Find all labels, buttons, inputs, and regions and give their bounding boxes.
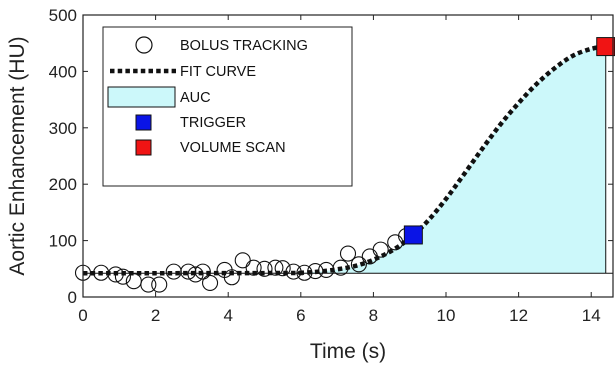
x-tick-label: 10 [437,306,456,325]
bolus-tracking-point [339,245,357,262]
trigger-marker [403,225,423,245]
plot-frame [82,14,614,298]
x-tick-label: 14 [582,306,601,325]
x-tick-label: 4 [223,306,232,325]
y-tick-label: 200 [49,175,77,194]
bolus-tracking-point [140,276,157,293]
fit-curve-line [82,44,607,276]
legend-volume-scan-symbol [135,139,152,156]
legend-trigger-symbol [135,114,152,131]
volume-scan-marker [596,37,615,57]
y-tick-label: 0 [68,288,77,307]
x-tick-label: 2 [151,306,160,325]
y-tick-label: 500 [49,6,77,25]
x-tick-label: 0 [78,306,87,325]
x-tick-label: 12 [509,306,528,325]
x-tick-label: 6 [296,306,305,325]
legend-auc-symbol [107,86,176,108]
y-tick-label: 300 [49,119,77,138]
x-tick-label: 8 [369,306,378,325]
bolus-tracking-point [296,264,313,281]
x-axis-title: Time (s) [310,340,386,363]
bolus-tracking-point [114,268,131,285]
legend-fit-curve-label: FIT CURVE [180,64,256,80]
bolus-tracking-point [234,252,251,269]
bolus-tracking-point [350,256,367,273]
legend-volume-scan-label: VOLUME SCAN [180,140,286,156]
scan-markers [403,37,615,245]
auc-area-layer [83,46,607,274]
bolus-tracking-point [274,260,291,277]
legend: BOLUS TRACKING FIT CURVE AUC TRIGGER VOL… [102,26,353,187]
axis-ticks: 0 2 4 6 8 10 12 14 0 100 200 300 400 500 [49,6,613,325]
bolus-tracking-point [223,269,240,286]
legend-auc-label: AUC [180,90,211,106]
auc-fill [83,46,606,274]
bolus-tracking-point [151,276,168,293]
bolus-tracking-point [372,241,389,258]
legend-bolus-tracking-label: BOLUS TRACKING [180,38,308,54]
legend-trigger-label: TRIGGER [180,115,246,131]
bolus-tracking-point [202,274,219,291]
bolus-tracking-point [256,260,273,277]
y-axis-title: Aortic Enhancement (HU) [6,36,29,275]
y-tick-label: 100 [49,232,77,251]
legend-bolus-tracking-symbol [135,36,153,54]
y-tick-label: 400 [49,62,77,81]
bolus-tracking-point [267,259,284,276]
bolus-tracking-points [74,228,415,293]
